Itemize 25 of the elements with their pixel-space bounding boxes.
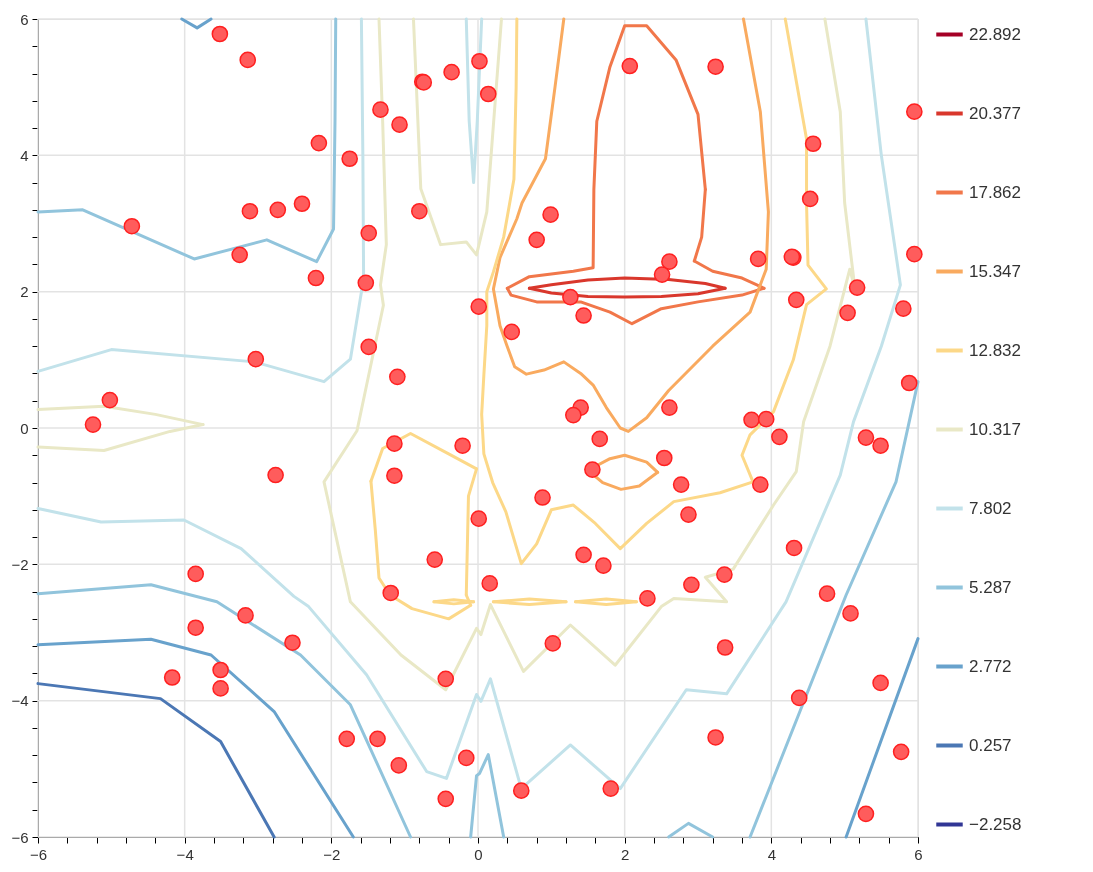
legend-label: 0.257 <box>969 735 1012 755</box>
legend-label: 17.862 <box>969 182 1021 202</box>
y-tick-label: −4 <box>11 692 29 710</box>
y-tick-label: 0 <box>20 419 29 437</box>
legend-label: 20.377 <box>969 103 1021 123</box>
legend-label: 12.832 <box>969 340 1021 360</box>
legend-label: 15.347 <box>969 261 1021 281</box>
y-tick-label: 4 <box>20 146 29 164</box>
x-tick-label: 2 <box>620 845 630 863</box>
x-tick-label: 6 <box>914 845 923 863</box>
y-tick-label: −2 <box>11 555 29 573</box>
y-tick-label: −6 <box>11 828 29 846</box>
y-tick-label: 6 <box>20 10 29 28</box>
legend-label: 22.892 <box>969 24 1021 44</box>
legend-label: 2.772 <box>969 656 1012 676</box>
line-series <box>36 682 276 839</box>
x-tick-label: 0 <box>474 845 483 863</box>
legend-label: 10.317 <box>969 419 1021 439</box>
x-tick-label: 4 <box>767 845 777 863</box>
legend-label: −2.258 <box>969 814 1022 834</box>
y-tick-label: 2 <box>20 283 29 301</box>
x-tick-label: −4 <box>176 845 194 863</box>
legend-label: 7.802 <box>969 498 1012 518</box>
x-tick-label: −2 <box>323 845 341 863</box>
legend-label: 5.287 <box>969 577 1012 597</box>
